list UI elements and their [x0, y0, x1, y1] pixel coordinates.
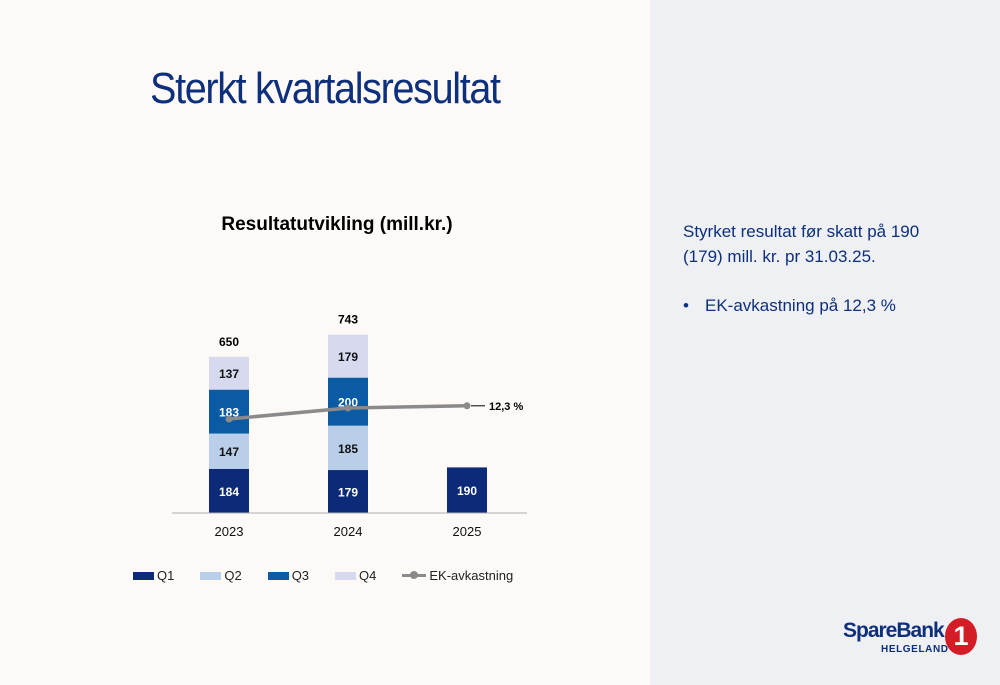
slide-title: Sterkt kvartalsresultat	[150, 64, 501, 113]
legend-swatch	[267, 571, 289, 580]
chart-title: Resultatutvikling (mill.kr.)	[221, 214, 452, 235]
ek-avkastning-point	[225, 415, 233, 423]
results-chart: Resultatutvikling (mill.kr.) 184 147 183 13…	[172, 214, 527, 539]
legend-item-q2: Q2	[200, 568, 242, 583]
legend-label: Q2	[224, 568, 242, 583]
bar-q4-2024	[328, 334, 368, 378]
chart-legend: Q1 Q2 Q3 Q4 EK-avkastning	[133, 568, 539, 583]
summary-text: Styrket resultat før skatt på 190 (179) …	[683, 222, 920, 266]
bar-value-label: 179	[338, 486, 358, 500]
legend-label: Q4	[359, 568, 377, 583]
legend-label: EK-avkastning	[429, 568, 514, 583]
bar-value-label: 190	[457, 484, 477, 498]
info-panel	[650, 0, 1000, 685]
legend-label: Q1	[157, 568, 175, 583]
bar-value-label: 185	[338, 442, 358, 456]
legend-label: Q3	[291, 568, 310, 583]
logo-name: SpareBank	[843, 619, 945, 642]
bar-q2-2024	[328, 425, 368, 471]
bar-total-label: 743	[338, 313, 358, 327]
bar-q2-2023	[209, 433, 249, 469]
ek-avkastning-point	[344, 404, 352, 412]
ek-avkastning-label: 12,3 %	[489, 401, 523, 413]
legend-swatch	[133, 571, 154, 580]
bar-value-label: 184	[219, 485, 239, 499]
legend-item-ek-avkastning: EK-avkastning	[402, 568, 513, 583]
bullet-dot: •	[683, 296, 689, 315]
sparebank-logo: SpareBank HELGELAND 1	[843, 617, 978, 659]
bar-value-label: 137	[219, 367, 239, 381]
bar-total-label: 650	[219, 335, 239, 349]
x-tick-label: 2025	[453, 524, 482, 539]
bar-q4-2023	[209, 356, 249, 390]
legend-line-swatch	[402, 571, 427, 580]
bar-value-label: 200	[338, 396, 358, 410]
legend-item-q1: Q1	[133, 568, 174, 583]
bar-value-label: 179	[338, 350, 358, 364]
bar-q1-2025	[447, 467, 487, 513]
bullet-text: EK-avkastning på 12,3 %	[705, 296, 896, 315]
bar-q3-2023	[209, 389, 249, 434]
bar-value-label: 183	[219, 406, 239, 420]
ek-avkastning-point	[463, 402, 471, 410]
bar-q3-2024	[328, 377, 368, 426]
bar-q1-2023	[209, 468, 249, 513]
legend-item-q4: Q4	[335, 568, 376, 583]
x-tick-label: 2024	[334, 524, 363, 539]
logo-subtitle: HELGELAND	[881, 644, 949, 655]
legend-swatch	[335, 571, 357, 580]
logo-badge: 1	[945, 618, 977, 655]
bullet-item: • EK-avkastning på 12,3 %	[683, 293, 896, 318]
bar-q1-2024	[328, 470, 368, 513]
legend-item-q3: Q3	[267, 568, 310, 583]
x-tick-label: 2023	[215, 524, 244, 539]
bar-value-label: 147	[219, 445, 239, 459]
legend-swatch	[200, 571, 222, 580]
